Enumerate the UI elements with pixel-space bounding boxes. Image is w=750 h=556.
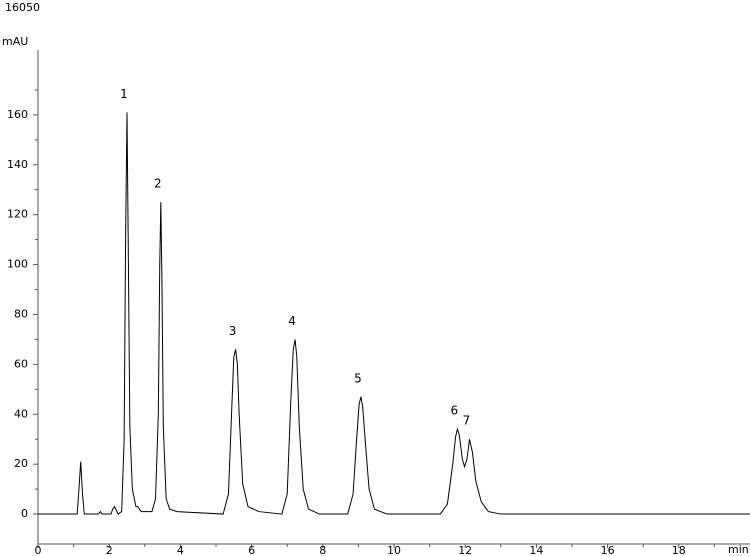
y-tick-label: 100: [7, 258, 28, 271]
x-axis-label: min: [728, 543, 749, 556]
peak-label: 2: [154, 177, 162, 191]
x-tick-label: 12: [458, 544, 472, 556]
y-tick-label: 160: [7, 108, 28, 121]
x-tick-label: 8: [319, 544, 326, 556]
y-tick-label: 40: [14, 407, 28, 420]
peak-label: 1: [120, 87, 128, 101]
x-tick-label: 14: [529, 544, 543, 556]
y-tick-label: 60: [14, 357, 28, 370]
peak-label: 6: [451, 404, 459, 418]
y-tick-label: 120: [7, 208, 28, 221]
chart-title: 16050: [5, 1, 40, 14]
x-tick-label: 6: [248, 544, 255, 556]
y-axis-label: mAU: [2, 35, 28, 48]
peak-label: 3: [229, 324, 237, 338]
y-tick-label: 80: [14, 307, 28, 320]
x-tick-label: 0: [35, 544, 42, 556]
x-tick-label: 18: [672, 544, 686, 556]
x-tick-label: 4: [177, 544, 184, 556]
trace: [38, 112, 750, 515]
x-tick-label: 16: [601, 544, 615, 556]
x-tick-label: 2: [106, 544, 113, 556]
x-tick-label: 10: [387, 544, 401, 556]
y-tick-label: 20: [14, 457, 28, 470]
peak-label: 4: [288, 314, 296, 328]
y-tick-label: 140: [7, 158, 28, 171]
y-tick-label: 0: [21, 507, 28, 520]
peak-label: 5: [354, 371, 362, 385]
peak-label: 7: [463, 414, 471, 428]
